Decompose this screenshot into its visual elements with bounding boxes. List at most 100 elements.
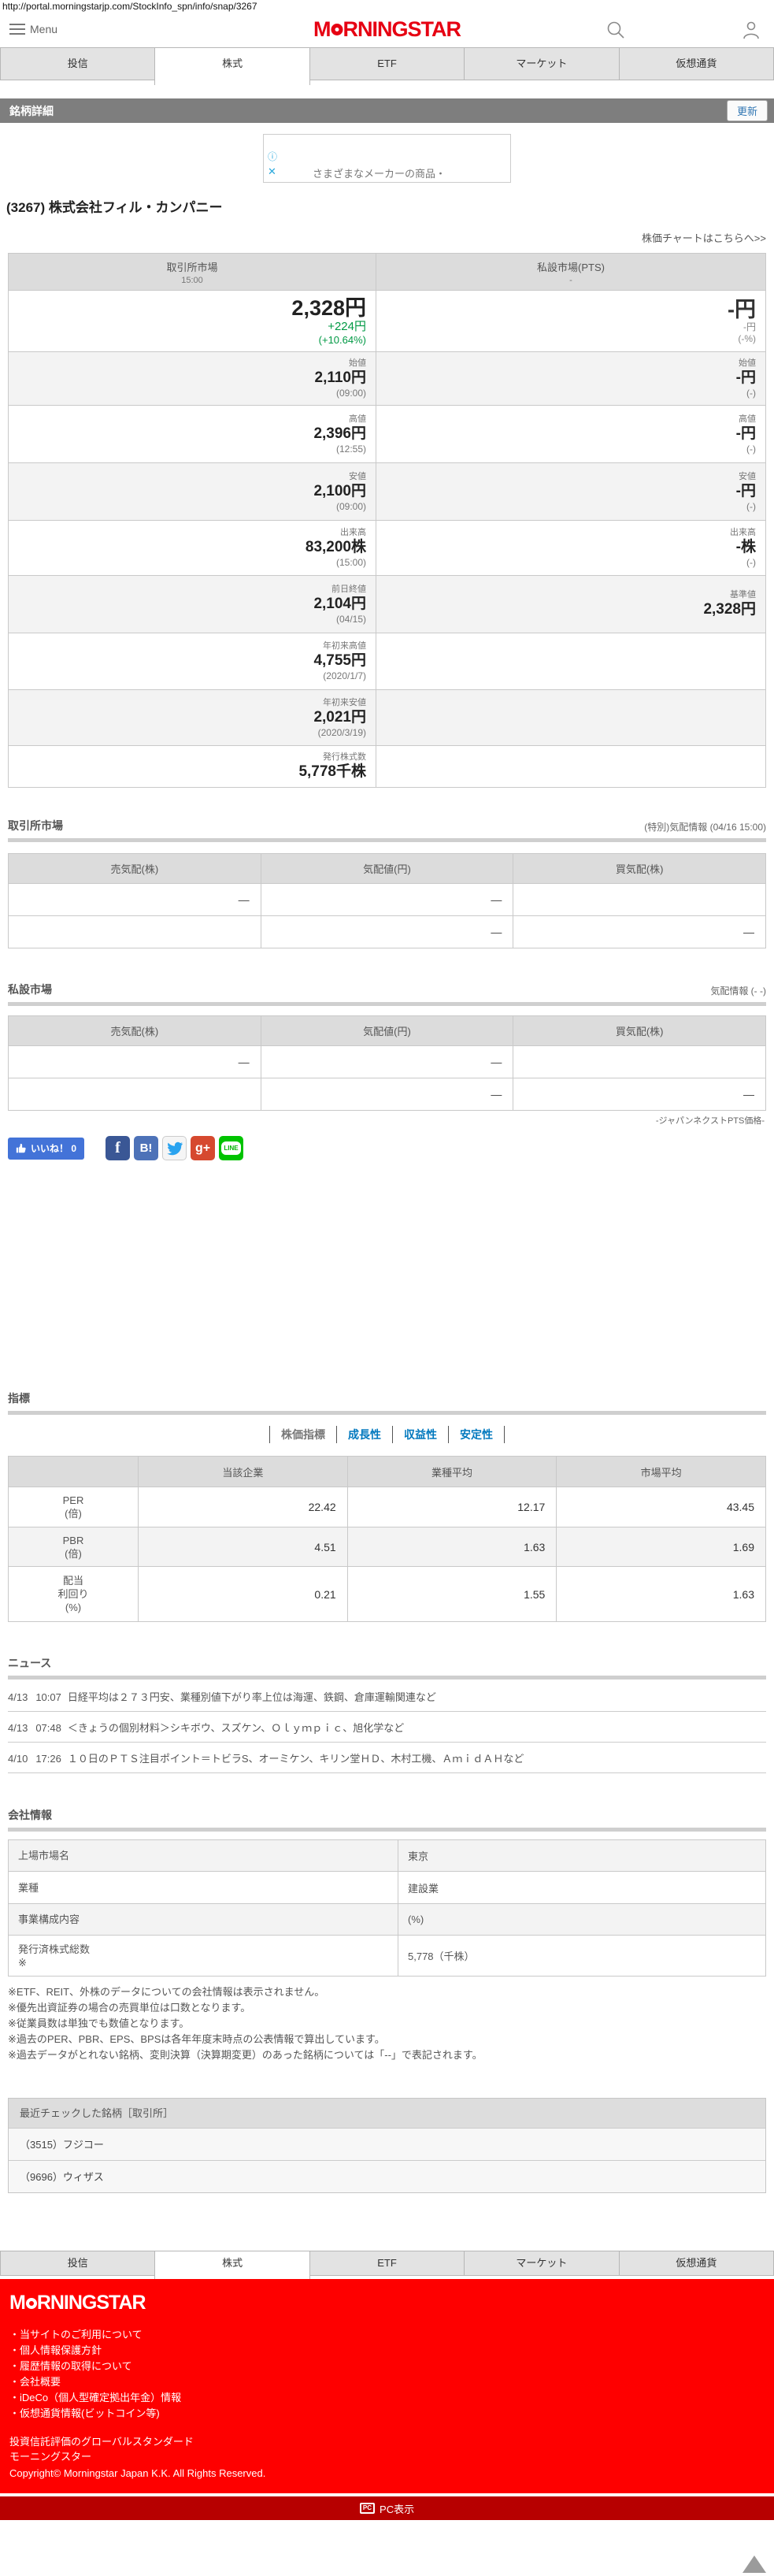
tab-kabushiki[interactable]: 株式 (154, 47, 310, 85)
note-line: ※過去のPER、PBR、EPS、BPSは各年年度末時点の公表情報で算出しています… (8, 2033, 385, 2045)
tab-market[interactable]: マーケット (464, 47, 620, 80)
scroll-to-top-button[interactable] (743, 2556, 766, 2573)
indicator-tab-growth[interactable]: 成長性 (336, 1426, 392, 1443)
stock-chart-link[interactable]: 株価チャートはこちらへ>> (641, 232, 766, 244)
user-account-icon[interactable] (741, 20, 761, 44)
indicator-tab-price[interactable]: 株価指標 (269, 1426, 336, 1443)
tab-etf[interactable]: ETF (309, 2251, 465, 2276)
facebook-like-button[interactable]: いいね！ 0 (8, 1137, 85, 1160)
section-divider (8, 1411, 766, 1415)
footer-link[interactable]: ・会社概要 (9, 2376, 61, 2388)
footer-link[interactable]: ・iDeCo（個人型確定拠出年金）情報 (9, 2392, 182, 2403)
quote-row: — — (8, 1078, 766, 1111)
social-share-row: いいね！ 0 f B! g+ LINE (8, 1136, 774, 1160)
ytd-low-row: 年初来安値 2,021円 (2020/3/19) (8, 689, 766, 746)
hamburger-icon (9, 20, 25, 38)
ad-banner[interactable]: ⓘ ✕ さまざまなメーカーの商品・ (263, 134, 511, 183)
ad-close-icon[interactable]: ✕ (268, 165, 276, 177)
tab-toushin[interactable]: 投信 (0, 2251, 156, 2276)
twitter-share-icon[interactable] (162, 1136, 187, 1160)
note-line: ※ETF、REIT、外株のデータについての会社情報は表示されません。 (8, 1986, 325, 1998)
exchange-column-header: 取引所市場 15:00 (8, 253, 376, 291)
news-list: 4/13 10:07 日経平均は２７３円安、業種別値下がり率上位は海運、鉄鋼、倉庫運… (8, 1681, 766, 1773)
footer-logo: M RNINGSTAR (9, 2292, 146, 2314)
company-notes: ※ETF、REIT、外株のデータについての会社情報は表示されません。 ※優先出資… (8, 1984, 766, 2063)
page-title: 銘柄詳細 (9, 104, 54, 117)
tab-kabushiki[interactable]: 株式 (154, 2251, 310, 2279)
indicator-tab-stability[interactable]: 安定性 (448, 1426, 505, 1443)
recent-stock-item[interactable]: （9696）ウィザス (9, 2160, 765, 2192)
ask-header: 売気配(株) (8, 853, 261, 884)
recently-checked-box: 最近チェックした銘柄［取引所］ （3515）フジコー （9696）ウィザス (8, 2098, 766, 2193)
indicator-tab-profitability[interactable]: 収益性 (392, 1426, 448, 1443)
refresh-button[interactable]: 更新 (726, 100, 768, 121)
footer-link[interactable]: ・仮想通貨情報(ビットコイン等) (9, 2407, 160, 2419)
industry-avg-header: 業種平均 (346, 1456, 557, 1487)
pc-view-button[interactable]: PC PC表示 (0, 2496, 774, 2520)
line-share-icon[interactable]: LINE (219, 1136, 244, 1160)
pc-monitor-icon: PC (359, 2503, 376, 2514)
pts-section-head: 私設市場 気配情報 (- -) (8, 982, 766, 997)
bid-header: 買気配(株) (513, 853, 766, 884)
open-price-row: 始値 2,110円 (09:00) 始値 -円 (-) (8, 351, 766, 406)
per-row: PER (倍) 22.42 12.17 43.45 (8, 1487, 766, 1527)
exchange-current-price: 2,328円 +224円 (+10.64%) (8, 290, 376, 352)
footer-tagline: 投資信託評価のグローバルスタンダード (9, 2436, 194, 2448)
note-line: ※過去データがとれない銘柄、変則決算（決算期変更）のあった銘柄については「--」… (8, 2049, 483, 2061)
volume-row: 出来高 83,200株 (15:00) 出来高 -株 (-) (8, 520, 766, 576)
listing-market-row: 上場市場名 東京 (8, 1839, 766, 1872)
exchange-quotes-table: 売気配(株) 気配値(円) 買気配(株) — — — — (8, 853, 766, 948)
low-price-row: 安値 2,100円 (09:00) 安値 -円 (-) (8, 462, 766, 521)
quote-row: — — (8, 1045, 766, 1078)
footer-link[interactable]: ・個人情報保護方針 (9, 2344, 102, 2356)
hatena-bookmark-icon[interactable]: B! (134, 1136, 159, 1160)
price-change: +224円 (328, 319, 366, 333)
pts-current-price: -円 -円 (-%) (376, 290, 766, 352)
menu-button[interactable]: Menu (9, 20, 57, 38)
pts-quotes-table: 売気配(株) 気配値(円) 買気配(株) — — — — (8, 1015, 766, 1111)
quote-row: — — (8, 915, 766, 948)
news-section-head: ニュース (8, 1655, 766, 1671)
morningstar-logo[interactable]: M RNINGSTAR (313, 17, 461, 41)
googleplus-share-icon[interactable]: g+ (191, 1136, 216, 1160)
industry-row: 業種 建設業 (8, 1871, 766, 1904)
current-price: 2,328円 (291, 295, 366, 320)
market-avg-header: 市場平均 (556, 1456, 766, 1487)
section-divider (8, 1828, 766, 1832)
pts-column-header: 私設市場(PTS) - (376, 253, 766, 291)
site-header: Menu M RNINGSTAR (0, 12, 774, 47)
recently-checked-title: 最近チェックした銘柄［取引所］ (9, 2099, 765, 2128)
dividend-yield-row: 配当 利回り (%) 0.21 1.55 1.63 (8, 1566, 766, 1622)
tab-toushin[interactable]: 投信 (0, 47, 156, 80)
quote-price-header: 気配値(円) (260, 1015, 514, 1046)
current-price-row: 2,328円 +224円 (+10.64%) -円 -円 (-%) (8, 290, 766, 352)
price-change-pct: (+10.64%) (318, 333, 366, 346)
note-line: ※従業員数は単独でも数値となります。 (8, 2017, 190, 2029)
news-item[interactable]: 4/13 07:48 ＜きょうの個別材料＞シキボウ、スズケン、Ｏｌｙｍｐｉｃ、旭化学… (8, 1712, 766, 1743)
recent-stock-item[interactable]: （3515）フジコー (9, 2128, 765, 2160)
footer-link[interactable]: ・履歴情報の取得について (9, 2360, 132, 2372)
tab-market[interactable]: マーケット (464, 2251, 620, 2276)
tab-crypto[interactable]: 仮想通貨 (618, 2251, 774, 2276)
indicators-table: 当該企業 業種平均 市場平均 PER (倍) 22.42 12.17 43.45… (8, 1456, 766, 1622)
bottom-nav-tabs: 投信 株式 ETF マーケット 仮想通貨 (0, 2251, 774, 2279)
exchange-section-title: 取引所市場 (8, 819, 63, 832)
pts-price-source-note: -ジャパンネクストPTS価格- (655, 1116, 765, 1126)
footer-link[interactable]: ・当サイトのご利用について (9, 2329, 143, 2340)
exchange-section-head: 取引所市場 (特別)気配情報 (04/16 15:00) (8, 818, 766, 833)
news-item[interactable]: 4/10 17:26 １０日のＰＴＳ注目ポイント＝トビラS、オーミケン、キリン堂ＨＤ… (8, 1743, 766, 1773)
logo-ring (331, 24, 343, 35)
page-bottom-spacer (0, 2520, 774, 2576)
indicator-tabs: 株価指標 成長性 収益性 安定性 (0, 1426, 774, 1443)
tab-etf[interactable]: ETF (309, 47, 465, 80)
top-nav-tabs: 投信 株式 ETF マーケット 仮想通貨 (0, 47, 774, 85)
news-item[interactable]: 4/13 10:07 日経平均は２７３円安、業種別値下がり率上位は海運、鉄鋼、倉庫運… (8, 1681, 766, 1712)
tab-crypto[interactable]: 仮想通貨 (618, 47, 774, 80)
company-section-head: 会社情報 (8, 1807, 766, 1823)
stock-title: (3267) 株式会社フィル・カンパニー (6, 200, 223, 215)
ad-info-icon[interactable]: ⓘ (268, 151, 278, 162)
thumbs-up-icon (16, 1143, 26, 1153)
company-col-header: 当該企業 (138, 1456, 348, 1487)
search-icon[interactable] (605, 20, 626, 44)
facebook-share-icon[interactable]: f (106, 1136, 131, 1160)
